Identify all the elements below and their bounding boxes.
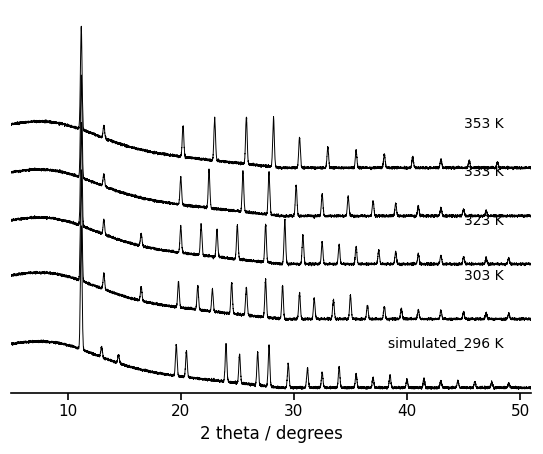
Text: 333 K: 333 K (464, 166, 503, 179)
Text: 323 K: 323 K (464, 213, 503, 227)
Text: 303 K: 303 K (464, 269, 503, 282)
Text: simulated_296 K: simulated_296 K (388, 337, 503, 351)
Text: 353 K: 353 K (464, 118, 503, 131)
X-axis label: 2 theta / degrees: 2 theta / degrees (200, 425, 343, 443)
